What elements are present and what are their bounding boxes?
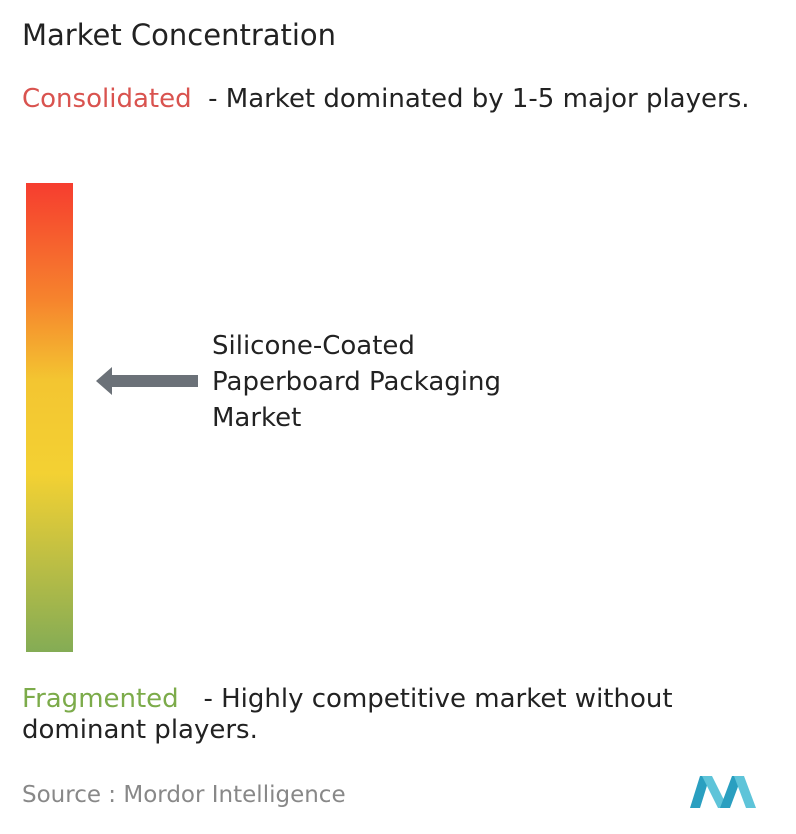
- logo-part: [734, 776, 756, 808]
- consolidated-note: Consolidated - Market dominated by 1-5 m…: [22, 84, 782, 115]
- concentration-scale: [26, 183, 73, 652]
- fragmented-description: - Highly competitive market without domi…: [22, 684, 673, 745]
- title: Market Concentration: [22, 18, 337, 52]
- logo-part: [690, 776, 710, 808]
- logo-part: [720, 776, 742, 808]
- fragmented-label: Fragmented: [22, 684, 179, 714]
- logo-part: [702, 776, 728, 808]
- fragmented-note: Fragmented - Highly competitive market w…: [22, 684, 792, 746]
- market-label: Silicone-Coated Paperboard Packaging Mar…: [212, 331, 501, 433]
- arrow-shape: [96, 367, 198, 395]
- consolidated-label: Consolidated: [22, 84, 192, 114]
- pointer-arrow: [96, 367, 198, 395]
- consolidated-description: - Market dominated by 1-5 major players.: [208, 84, 750, 114]
- logo: [690, 776, 756, 808]
- source: Source : Mordor Intelligence: [22, 782, 346, 808]
